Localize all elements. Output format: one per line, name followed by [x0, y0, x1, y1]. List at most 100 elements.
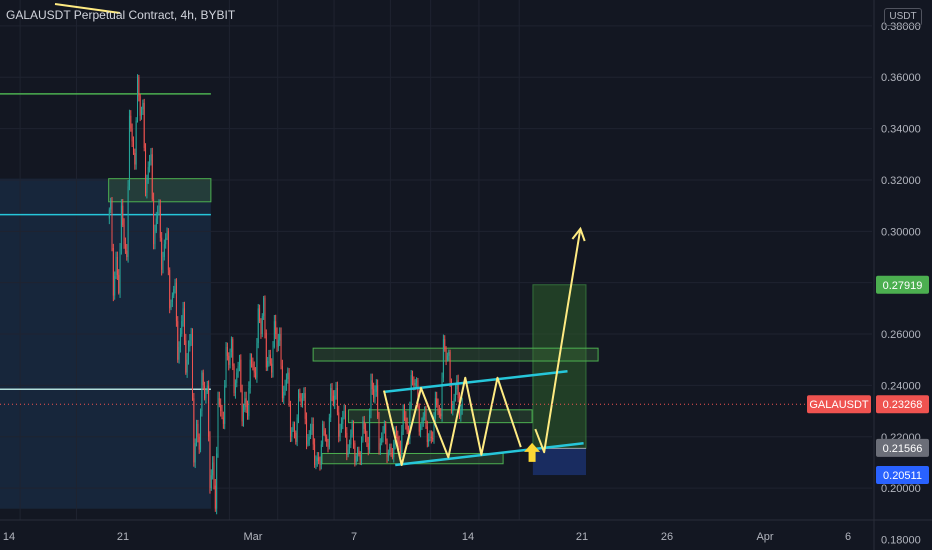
candle: [267, 356, 269, 371]
candle: [236, 368, 238, 388]
price-label: 0.21566: [883, 443, 923, 455]
candle: [263, 295, 265, 320]
price-label-box: [876, 466, 929, 485]
candle: [238, 354, 240, 372]
candle: [378, 412, 380, 455]
candle: [369, 408, 371, 454]
candle: [171, 292, 173, 308]
candle: [229, 348, 231, 369]
candle: [206, 380, 208, 395]
candle: [228, 352, 230, 371]
candle: [401, 424, 403, 458]
candle: [212, 456, 214, 480]
candle: [323, 421, 325, 436]
candle: [446, 352, 448, 362]
candle: [220, 398, 222, 417]
candle: [429, 430, 431, 442]
x-tick-label: 21: [576, 531, 588, 543]
candle: [259, 304, 261, 324]
candle: [457, 374, 459, 403]
price-label-box: [876, 395, 929, 414]
candle: [354, 440, 356, 467]
candle: [398, 435, 400, 450]
candle: [225, 342, 227, 388]
candle: [277, 333, 279, 352]
candle: [424, 406, 426, 421]
candle: [386, 438, 388, 463]
candle: [371, 373, 373, 395]
y-tick-label: 0.24000: [881, 380, 921, 392]
candle: [441, 372, 443, 422]
candle: [430, 430, 432, 444]
candle: [240, 354, 242, 393]
candle: [237, 361, 239, 378]
price-label: 0.27919: [883, 280, 923, 292]
candle: [242, 403, 244, 427]
candle: [283, 385, 285, 404]
candle: [320, 440, 322, 470]
y-tick-label: 0.32000: [881, 175, 921, 187]
candle: [397, 430, 399, 447]
candle: [291, 427, 293, 442]
candle: [204, 381, 206, 401]
candle: [249, 353, 251, 394]
candle: [194, 438, 196, 469]
currency-button[interactable]: USDT: [884, 8, 922, 26]
candle: [312, 417, 314, 451]
candle: [157, 205, 159, 225]
candle: [374, 385, 376, 404]
candle: [331, 382, 333, 402]
candle: [141, 106, 143, 120]
candle: [232, 337, 234, 371]
candle: [185, 333, 187, 375]
candle: [422, 412, 424, 427]
symbol-tag: [807, 395, 871, 414]
zone-1: [312, 347, 599, 362]
candle: [327, 438, 329, 453]
candle: [370, 373, 372, 419]
candle: [273, 315, 275, 349]
candle: [403, 404, 405, 422]
candle: [350, 429, 352, 449]
zone-0: [108, 178, 212, 203]
candle: [123, 218, 125, 249]
candle: [399, 440, 401, 457]
candle: [120, 199, 122, 255]
candle: [213, 456, 215, 490]
candle: [456, 375, 458, 395]
candle: [142, 99, 144, 115]
candle: [189, 334, 191, 352]
candle: [448, 349, 450, 361]
candle: [416, 377, 418, 389]
candle: [284, 379, 286, 396]
candle: [210, 469, 212, 491]
candle: [241, 384, 243, 427]
candle: [260, 318, 262, 339]
candle: [135, 117, 137, 170]
candle: [319, 456, 321, 471]
candle: [149, 154, 151, 173]
candle: [359, 451, 361, 465]
candle: [434, 391, 436, 425]
candle: [421, 417, 423, 430]
candle: [257, 303, 259, 349]
candle: [332, 390, 334, 407]
candle: [150, 148, 152, 166]
candle: [178, 341, 180, 364]
candle: [382, 426, 384, 443]
candle: [272, 341, 274, 378]
candle: [303, 387, 305, 401]
candle: [131, 123, 133, 148]
candle: [271, 358, 273, 378]
candle: [200, 408, 202, 453]
price-label: 0.23268: [883, 399, 923, 411]
candle: [126, 244, 128, 261]
candle: [389, 443, 391, 456]
candle: [222, 411, 224, 429]
y-tick-label: 0.30000: [881, 226, 921, 238]
y-tick-label: 0.38000: [881, 21, 921, 33]
candle: [221, 404, 223, 420]
candle: [449, 349, 451, 388]
candle: [379, 438, 381, 455]
